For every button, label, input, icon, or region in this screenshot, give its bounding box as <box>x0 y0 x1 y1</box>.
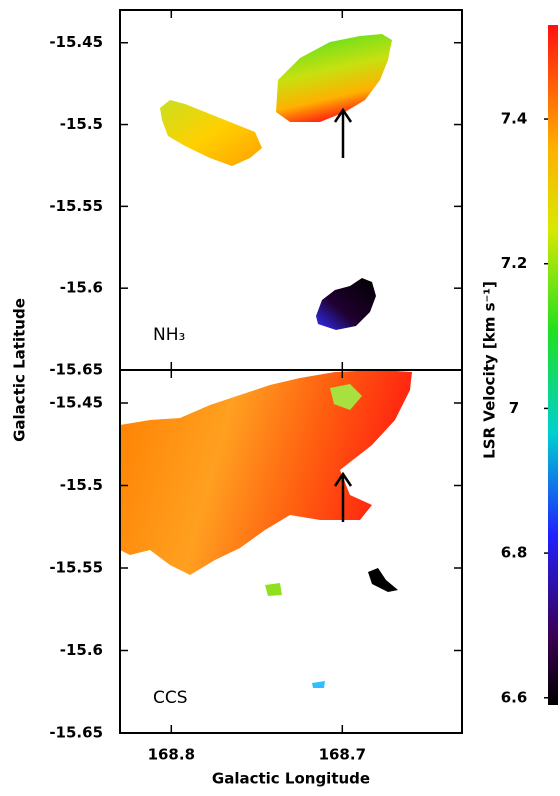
arrows <box>333 107 353 522</box>
ccs-map <box>120 370 412 688</box>
y-tick-label: -15.55 <box>49 559 103 577</box>
y-tick-label: -15.45 <box>49 33 103 51</box>
panel-label: NH₃ <box>153 325 185 345</box>
y-tick-label: -15.45 <box>49 394 103 412</box>
ccs-emission <box>120 370 412 575</box>
colorbar-label: LSR Velocity [km s⁻¹] <box>481 281 499 459</box>
nh3-blob-south <box>316 278 376 330</box>
ccs-green-dots <box>265 583 282 596</box>
colorbar-tick-label: 7.4 <box>501 110 528 128</box>
y-axis-label: Galactic Latitude <box>11 298 29 442</box>
y-tick-label: -15.5 <box>60 115 103 133</box>
y-tick-label: -15.5 <box>60 476 103 494</box>
colorbar-tick-label: 7 <box>509 399 519 417</box>
ccs-black-patch <box>368 568 398 592</box>
x-tick-label: 168.7 <box>319 746 366 764</box>
colorbar-tick-label: 7.2 <box>501 254 528 272</box>
ccs-cyan-dot <box>312 681 325 688</box>
nh3-blob-east <box>276 34 392 122</box>
plot-frame <box>119 9 463 371</box>
arrow <box>333 107 353 158</box>
panel-label: CCS <box>153 688 188 708</box>
plot-frame <box>119 369 463 734</box>
y-tick-label: -15.65 <box>49 361 103 379</box>
ccs-green-patch <box>330 384 362 410</box>
y-tick-label: -15.65 <box>49 724 103 742</box>
y-tick-label: -15.6 <box>60 279 103 297</box>
x-tick-label: 168.8 <box>148 746 195 764</box>
x-axis-label: Galactic Longitude <box>212 770 370 788</box>
y-tick-label: -15.55 <box>49 197 103 215</box>
arrow <box>333 471 353 522</box>
nh3-blob-west <box>160 100 262 166</box>
colorbar <box>548 25 558 705</box>
y-tick-label: -15.6 <box>60 641 103 659</box>
colorbar-tick-label: 6.8 <box>501 544 528 562</box>
colorbar-tick-label: 6.6 <box>501 688 528 706</box>
